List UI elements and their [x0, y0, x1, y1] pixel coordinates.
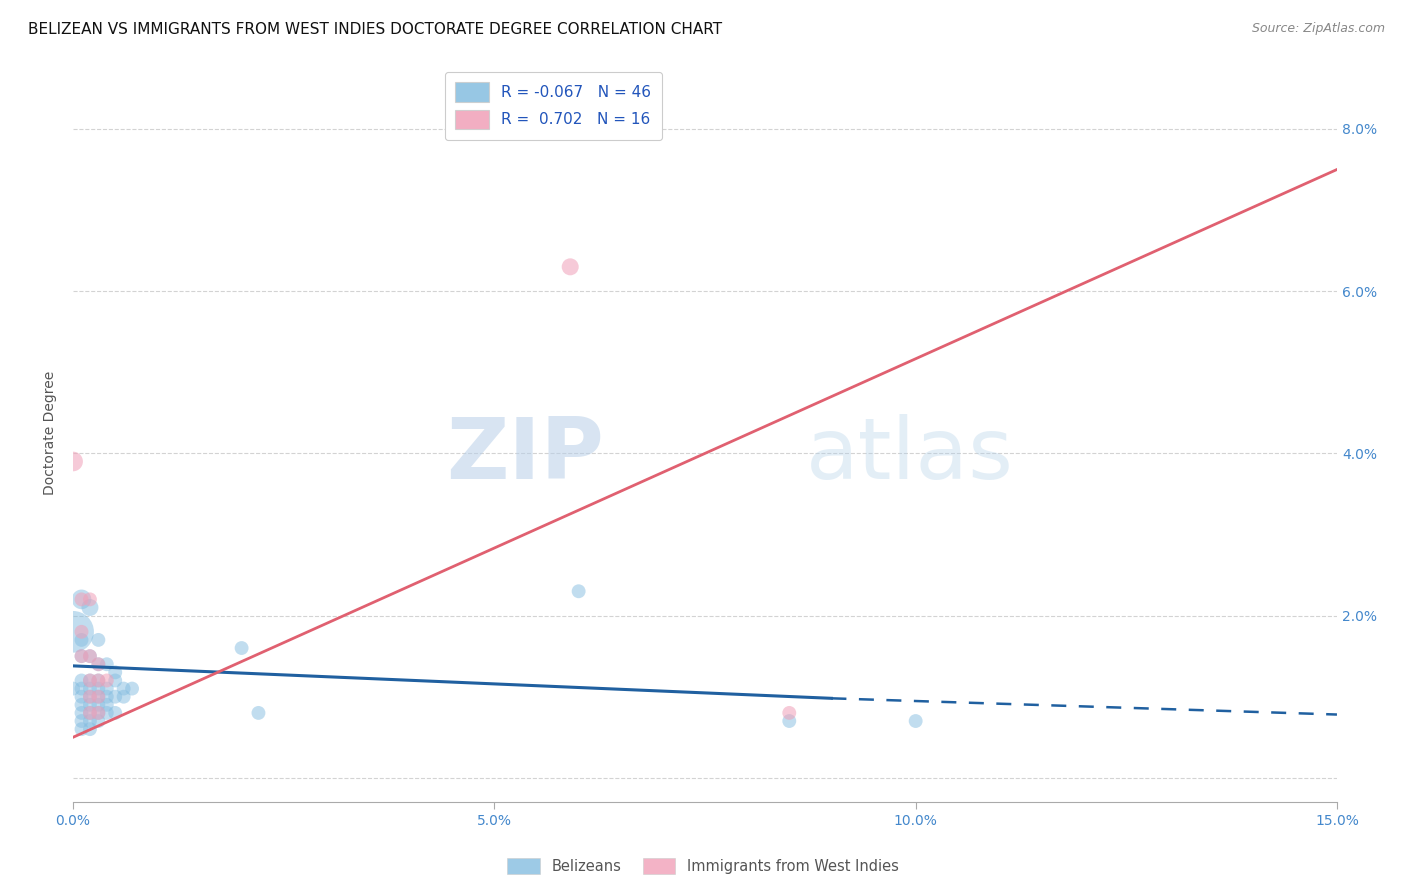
Point [70, 698, 93, 712]
Point [87, 657, 110, 672]
Point [568, 584, 591, 599]
Point [70, 592, 93, 607]
Point [79, 690, 101, 704]
Point [104, 673, 127, 688]
Point [87, 714, 110, 728]
Point [70, 632, 93, 647]
Point [87, 681, 110, 696]
Point [87, 706, 110, 720]
Text: atlas: atlas [806, 414, 1014, 497]
Point [79, 706, 101, 720]
Point [79, 698, 101, 712]
Point [70, 624, 93, 639]
Point [560, 260, 582, 274]
Point [79, 649, 101, 664]
Point [87, 673, 110, 688]
Point [70, 681, 93, 696]
Point [79, 681, 101, 696]
Text: ZIP: ZIP [446, 414, 605, 497]
Point [104, 690, 127, 704]
Point [79, 649, 101, 664]
Y-axis label: Doctorate Degree: Doctorate Degree [44, 371, 58, 495]
Point [87, 673, 110, 688]
Point [70, 592, 93, 607]
Legend: Belizeans, Immigrants from West Indies: Belizeans, Immigrants from West Indies [502, 852, 904, 880]
Point [70, 690, 93, 704]
Point [70, 649, 93, 664]
Legend: R = -0.067   N = 46, R =  0.702   N = 16: R = -0.067 N = 46, R = 0.702 N = 16 [444, 71, 662, 140]
Point [79, 600, 101, 615]
Point [70, 706, 93, 720]
Point [104, 665, 127, 680]
Point [62, 681, 84, 696]
Point [79, 722, 101, 736]
Point [87, 690, 110, 704]
Point [87, 698, 110, 712]
Point [904, 714, 927, 728]
Point [778, 706, 800, 720]
Point [70, 722, 93, 736]
Point [87, 657, 110, 672]
Point [778, 714, 800, 728]
Point [112, 690, 135, 704]
Point [79, 706, 101, 720]
Point [87, 690, 110, 704]
Point [87, 632, 110, 647]
Point [70, 649, 93, 664]
Point [96, 657, 118, 672]
Point [79, 714, 101, 728]
Point [121, 681, 143, 696]
Point [79, 690, 101, 704]
Point [247, 706, 270, 720]
Point [96, 673, 118, 688]
Point [104, 706, 127, 720]
Point [96, 706, 118, 720]
Point [112, 681, 135, 696]
Point [70, 673, 93, 688]
Text: BELIZEAN VS IMMIGRANTS FROM WEST INDIES DOCTORATE DEGREE CORRELATION CHART: BELIZEAN VS IMMIGRANTS FROM WEST INDIES … [28, 22, 723, 37]
Point [87, 706, 110, 720]
Point [70, 714, 93, 728]
Point [62, 624, 84, 639]
Point [62, 454, 84, 468]
Point [96, 690, 118, 704]
Text: Source: ZipAtlas.com: Source: ZipAtlas.com [1251, 22, 1385, 36]
Point [79, 673, 101, 688]
Point [96, 681, 118, 696]
Point [79, 592, 101, 607]
Point [79, 673, 101, 688]
Point [96, 698, 118, 712]
Point [231, 640, 253, 655]
